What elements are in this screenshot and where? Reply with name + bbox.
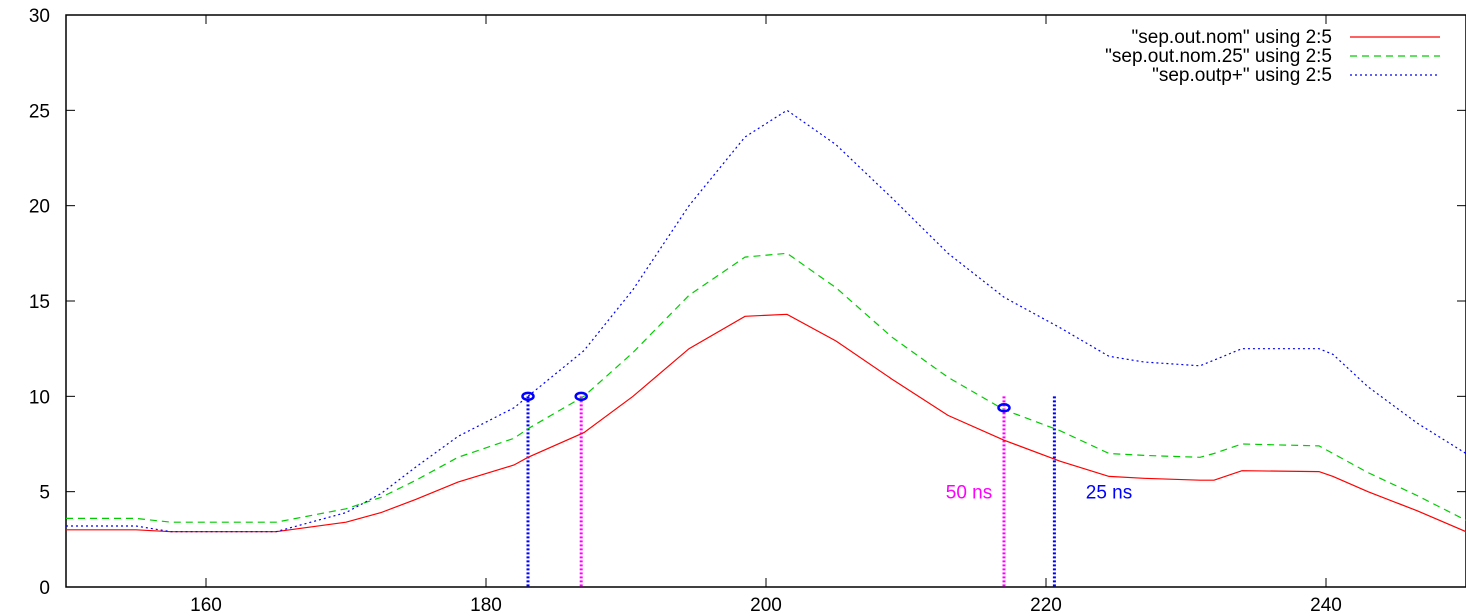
series-line-3 bbox=[66, 109, 1466, 533]
point-markers bbox=[521, 391, 1011, 413]
legend-label: "sep.out.nom.25" using 2:5 bbox=[1105, 46, 1332, 67]
x-tick-label: 180 bbox=[470, 595, 502, 616]
axes: 0 5 10 15 20 25 30 160 180 200 220 240 bbox=[29, 6, 1466, 616]
annotations: 50 ns 25 ns bbox=[946, 483, 1132, 504]
point-marker bbox=[574, 391, 588, 402]
legend-label: "sep.outp+" using 2:5 bbox=[1152, 65, 1332, 86]
plot-frame bbox=[65, 14, 1466, 588]
legend: "sep.out.nom" using 2:5"sep.out.nom.25" … bbox=[1105, 27, 1440, 86]
x-tick-label: 240 bbox=[1310, 595, 1342, 616]
y-tick-label: 10 bbox=[29, 387, 50, 408]
y-tick-label: 30 bbox=[29, 6, 50, 27]
legend-label: "sep.out.nom" using 2:5 bbox=[1132, 27, 1332, 48]
y-tick-label: 5 bbox=[39, 483, 50, 504]
point-marker bbox=[521, 391, 535, 402]
series-line-2 bbox=[66, 252, 1466, 523]
y-tick-label: 20 bbox=[29, 197, 50, 218]
annotation-label: 50 ns bbox=[946, 483, 992, 504]
y-tick-label: 15 bbox=[29, 292, 50, 313]
x-tick-label: 160 bbox=[190, 595, 222, 616]
x-tick-label: 220 bbox=[1030, 595, 1062, 616]
x-tick-label: 200 bbox=[750, 595, 782, 616]
annotation-label: 25 ns bbox=[1086, 483, 1132, 504]
point-marker bbox=[997, 403, 1011, 413]
y-tick-label: 25 bbox=[29, 101, 50, 122]
y-tick-label: 0 bbox=[39, 578, 50, 599]
series-lines bbox=[66, 109, 1466, 533]
series-line-1 bbox=[66, 313, 1466, 533]
